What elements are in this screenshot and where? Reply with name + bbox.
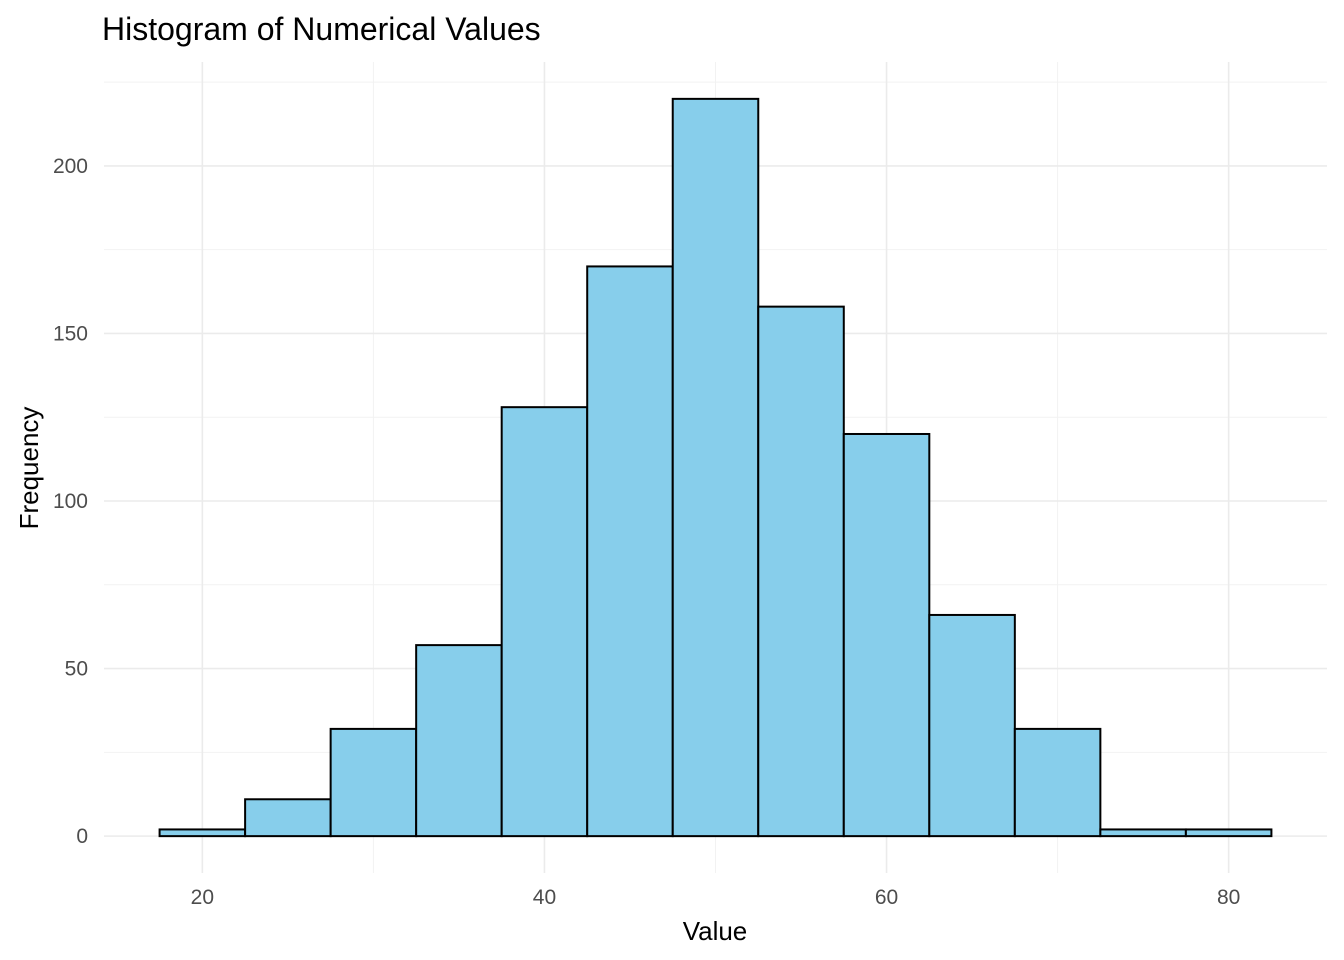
- histogram-bar-8: [842, 432, 931, 838]
- histogram-bar-9: [928, 613, 1016, 838]
- histogram-bar-0: [158, 828, 247, 838]
- histogram-bar-3: [415, 644, 503, 838]
- histogram-bar-2: [329, 727, 418, 838]
- histogram-bar-12: [1184, 828, 1273, 838]
- histogram-bars: [158, 97, 1273, 838]
- histogram-bar-5: [586, 265, 674, 838]
- y-axis-title: Frequency: [14, 407, 44, 530]
- y-tick-label: 0: [76, 825, 88, 848]
- chart-title: Histogram of Numerical Values: [102, 11, 541, 47]
- x-axis-title: Value: [683, 916, 748, 946]
- x-tick-label: 40: [533, 886, 556, 909]
- histogram-bar-6: [671, 97, 760, 838]
- x-tick-label: 80: [1217, 886, 1240, 909]
- x-axis-tick-labels: 20 40 60 80: [191, 886, 1241, 909]
- y-tick-label: 150: [53, 322, 88, 345]
- histogram-bar-10: [1013, 727, 1102, 838]
- histogram-bar-11: [1099, 828, 1187, 838]
- y-tick-label: 50: [65, 658, 88, 681]
- x-tick-label: 20: [191, 886, 214, 909]
- histogram-bar-1: [244, 798, 332, 838]
- y-tick-label: 100: [53, 490, 88, 513]
- y-tick-label: 200: [53, 155, 88, 178]
- histogram-bar-7: [757, 305, 845, 838]
- y-axis-tick-labels: 0 50 100 150 200: [53, 155, 88, 848]
- histogram-bar-4: [500, 406, 589, 838]
- x-tick-label: 60: [875, 886, 898, 909]
